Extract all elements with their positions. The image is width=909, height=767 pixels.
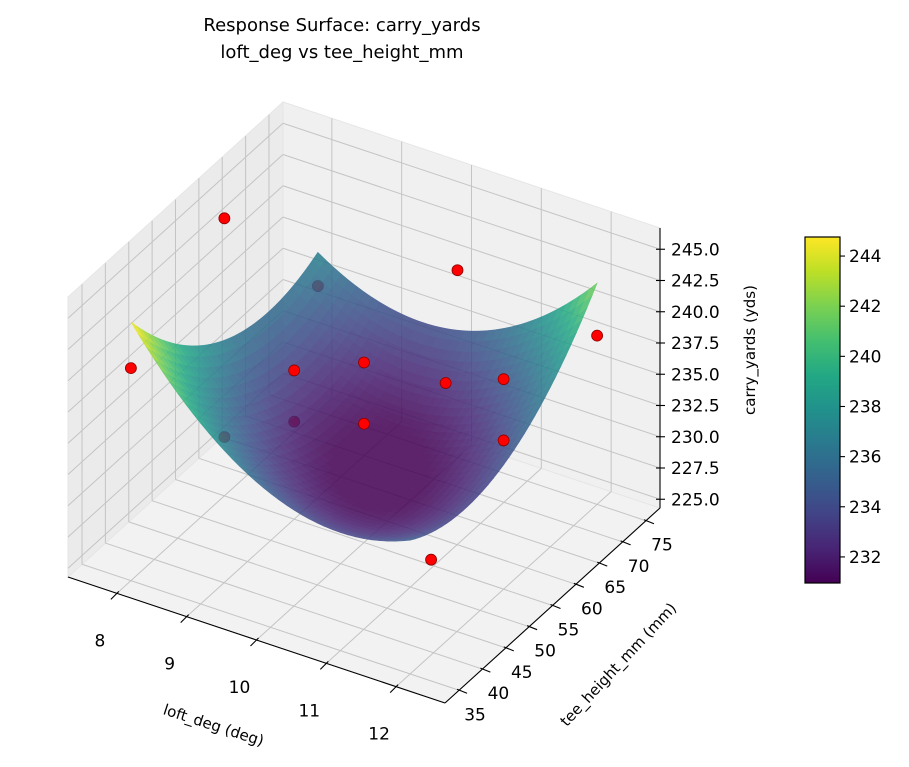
z-tick-label: 240.0 <box>671 303 720 323</box>
gridline-z-wall <box>67 154 284 350</box>
y-tick-label: 65 <box>604 578 626 598</box>
y-tick <box>456 688 468 694</box>
x-tick <box>180 614 190 624</box>
y-tick-label: 70 <box>628 557 650 577</box>
gridline-y-floor <box>151 500 530 628</box>
data-point <box>124 362 137 375</box>
y-tick-label: 55 <box>558 621 580 641</box>
x-tick-label: 8 <box>94 631 105 651</box>
y-tick <box>526 625 538 631</box>
data-point <box>358 417 370 430</box>
x-tick-label: 9 <box>164 655 175 675</box>
x-tick <box>250 637 259 647</box>
gridline-y-floor <box>105 542 483 670</box>
y-tick <box>573 582 585 588</box>
gridline-z-back <box>282 122 661 250</box>
colorbar-tick-label: 240 <box>849 347 881 367</box>
x-axis-label: loft_deg (deg) <box>161 700 267 750</box>
chart-subtitle: loft_deg vs tee_height_mm <box>220 42 463 63</box>
chart-title: Response Surface: carry_yards <box>203 15 480 36</box>
data-point <box>218 212 231 225</box>
gridline-z-back <box>282 154 661 281</box>
colorbar-tick-label: 244 <box>849 247 881 267</box>
z-tick-label: 235.0 <box>671 365 720 385</box>
z-tick-label: 245.0 <box>671 240 720 260</box>
x-tick <box>389 684 399 694</box>
z-axis-label: carry_yards (yds) <box>741 285 760 415</box>
x-tick-label: 11 <box>298 701 320 721</box>
data-point <box>591 329 604 342</box>
y-tick <box>480 667 491 673</box>
gridline-y-floor <box>128 521 506 649</box>
data-point <box>439 377 452 389</box>
gridline-y-floor <box>81 563 460 691</box>
y-tick-label: 50 <box>534 642 556 662</box>
data-point <box>358 356 370 369</box>
y-tick-label: 45 <box>511 663 533 683</box>
colorbar-tick-label: 234 <box>849 498 881 518</box>
surface-facet <box>402 538 416 542</box>
gridline-z-wall <box>67 122 284 319</box>
z-tick-label: 242.5 <box>671 272 720 292</box>
z-tick-label: 230.0 <box>671 428 720 448</box>
colorbar-tick-label: 242 <box>849 297 881 317</box>
scatter-front <box>218 212 510 447</box>
y-tick-label: 75 <box>651 536 673 556</box>
y-tick <box>597 561 608 567</box>
y-tick <box>643 519 655 525</box>
data-point <box>425 553 437 566</box>
gridline-z-back <box>282 216 661 344</box>
response-surface <box>130 251 598 542</box>
x-tick <box>319 660 329 670</box>
x-tick <box>110 590 120 600</box>
z-tick-label: 237.5 <box>671 334 720 354</box>
colorbar-gradient <box>804 236 841 584</box>
y-axis-label: tee_height_mm (mm) <box>556 599 680 730</box>
gridline-z-back <box>282 185 661 313</box>
y-tick <box>503 646 514 652</box>
data-point <box>497 434 510 447</box>
colorbar-tick-label: 232 <box>849 548 881 568</box>
gridline-z-back <box>282 247 661 375</box>
z-tick-label: 232.5 <box>671 397 720 417</box>
z-tick-label: 227.5 <box>671 459 720 479</box>
z-tick-label: 225.0 <box>671 490 720 510</box>
colorbar: 232 234 236 238 240 242 244 <box>804 236 881 584</box>
y-tick <box>620 540 631 546</box>
y-tick <box>550 603 561 610</box>
y-tick-label: 40 <box>488 684 510 704</box>
colorbar-tick-label: 236 <box>849 448 881 468</box>
x-tick-label: 10 <box>229 678 251 698</box>
y-tick-label: 60 <box>581 599 603 619</box>
data-point <box>497 373 510 386</box>
y-tick-label: 35 <box>464 705 486 725</box>
x-tick-label: 12 <box>368 725 390 745</box>
colorbar-tick-label: 238 <box>849 397 881 417</box>
data-point <box>288 364 301 377</box>
gridline-z-wall <box>67 216 284 413</box>
gridline-z-wall <box>67 185 284 382</box>
data-point <box>451 264 464 277</box>
gridline-y-floor <box>175 479 553 606</box>
